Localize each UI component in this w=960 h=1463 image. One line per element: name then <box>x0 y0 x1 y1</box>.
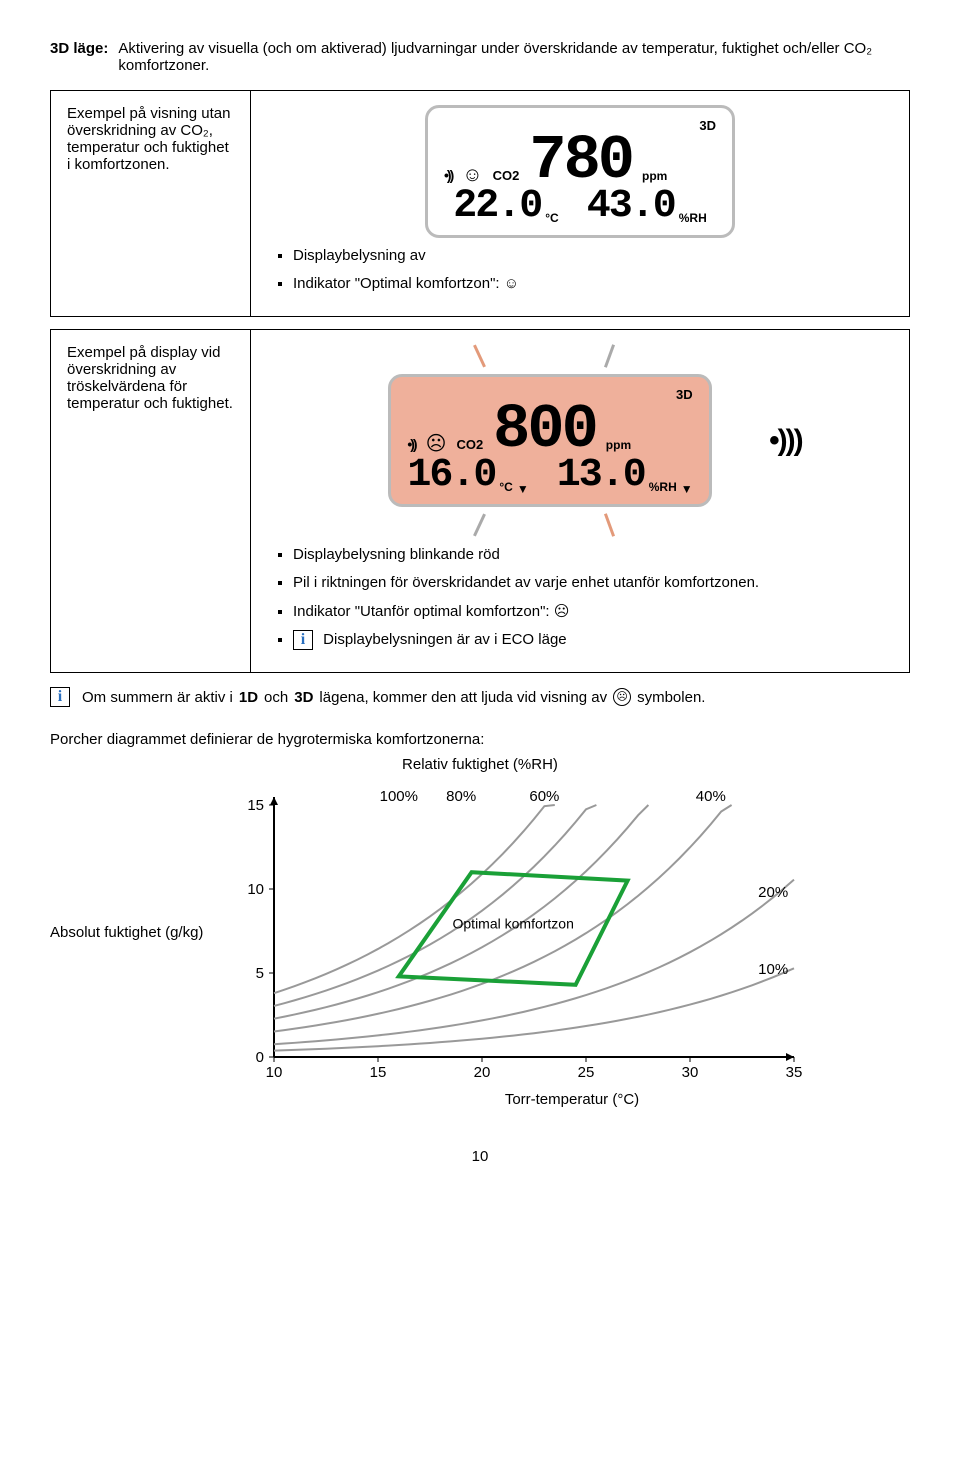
speaker-icon: •))) <box>769 424 801 458</box>
temp-unit: °C <box>499 480 512 494</box>
bullet: Pil i riktningen för överskridandet av v… <box>293 573 893 593</box>
lcd-alarm-wrap: •))) 3D •)) ☹ CO2 800 ppm 16.0 °C <box>358 344 801 537</box>
mode-label: 3D läge: <box>50 40 108 74</box>
svg-text:60%: 60% <box>529 788 559 805</box>
co2-value: 780 <box>529 133 632 189</box>
lcd-normal: 3D •)) ☺ CO2 780 ppm 22.0 °C 43.0 %RH <box>425 105 735 238</box>
example1-bullets: Displaybelysning av Indikator "Optimal k… <box>267 246 893 295</box>
temp-value: 16.0 <box>407 456 495 496</box>
ray-icon <box>473 514 486 537</box>
bullet: Displaybelysning blinkande röd <box>293 545 893 565</box>
svg-text:30: 30 <box>682 1064 699 1081</box>
rh-unit: %RH <box>679 211 707 225</box>
ray-icon <box>604 513 615 537</box>
note-bold: 1D <box>239 689 258 706</box>
section-heading: 3D läge: Aktivering av visuella (och om … <box>50 40 910 74</box>
note-bold: 3D <box>294 689 313 706</box>
temp-unit: °C <box>545 211 558 225</box>
mode-desc: Aktivering av visuella (och om aktiverad… <box>118 40 910 74</box>
svg-text:10%: 10% <box>758 961 788 978</box>
x-axis-title: Torr-temperatur (°C) <box>234 1091 910 1108</box>
svg-text:15: 15 <box>370 1064 387 1081</box>
bullet: Indikator "Optimal komfortzon": ☺ <box>293 274 893 294</box>
temp-value: 22.0 <box>453 187 541 227</box>
svg-text:20%: 20% <box>758 884 788 901</box>
bullet-text: Displaybelysningen är av i ECO läge <box>323 631 566 648</box>
svg-text:35: 35 <box>786 1064 803 1081</box>
info-icon: i <box>293 630 313 650</box>
svg-text:80%: 80% <box>446 788 476 805</box>
co2-unit: ppm <box>642 169 667 183</box>
sound-icon: •)) <box>407 436 415 452</box>
svg-text:20: 20 <box>474 1064 491 1081</box>
info-icon: i <box>50 687 70 707</box>
rh-value: 43.0 <box>587 187 675 227</box>
note-text: och <box>264 689 288 706</box>
example2-bullets: Displaybelysning blinkande röd Pil i rik… <box>267 545 893 650</box>
svg-text:25: 25 <box>578 1064 595 1081</box>
down-arrow-icon: ▼ <box>681 482 693 496</box>
example2-right: •))) 3D •)) ☹ CO2 800 ppm 16.0 °C <box>251 330 910 673</box>
svg-text:Optimal komfortzon: Optimal komfortzon <box>453 916 574 932</box>
svg-text:15: 15 <box>247 797 264 814</box>
svg-text:0: 0 <box>256 1049 264 1066</box>
bullet: Indikator "Utanför optimal komfortzon": … <box>293 602 893 622</box>
example2-desc: Exempel på display vid överskridning av … <box>51 330 251 673</box>
porcher-title: Porcher diagrammet definierar de hygrote… <box>50 731 910 748</box>
page-number: 10 <box>50 1148 910 1165</box>
co2-unit: ppm <box>606 438 631 452</box>
co2-value: 800 <box>493 402 596 458</box>
rh-unit: %RH <box>649 480 677 494</box>
example1-desc: Exempel på visning utan överskridning av… <box>51 91 251 317</box>
lcd-alarm: 3D •)) ☹ CO2 800 ppm 16.0 °C ▼ <box>388 374 711 507</box>
down-arrow-icon: ▼ <box>517 482 529 496</box>
example-table-1: Exempel på visning utan överskridning av… <box>50 90 910 317</box>
summer-note: i Om summern är aktiv i 1D och 3D lägena… <box>50 687 910 707</box>
svg-text:10: 10 <box>266 1064 283 1081</box>
note-text: Om summern är aktiv i <box>82 689 233 706</box>
svg-text:40%: 40% <box>696 788 726 805</box>
co2-label: CO2 <box>493 168 520 183</box>
porcher-chart: 10 15 20 25 30 35 0 5 10 15 100% 80% 60% 40% 20% 10% Opt… <box>234 777 814 1087</box>
rh-value: 13.0 <box>557 456 645 496</box>
y-axis-title: Absolut fuktighet (g/kg) <box>50 924 220 941</box>
example-table-2: Exempel på display vid överskridning av … <box>50 329 910 673</box>
note-text: symbolen. <box>637 689 705 706</box>
ray-icon <box>473 345 486 368</box>
ray-icon <box>604 345 615 369</box>
sad-face-icon: ☹ <box>613 688 631 706</box>
svg-text:10: 10 <box>247 881 264 898</box>
bullet: i Displaybelysningen är av i ECO läge <box>293 630 893 650</box>
sound-icon: •)) <box>444 167 452 183</box>
note-text: lägena, kommer den att ljuda vid visning… <box>319 689 607 706</box>
rh-axis-title: Relativ fuktighet (%RH) <box>50 756 910 773</box>
bullet: Displaybelysning av <box>293 246 893 266</box>
co2-label: CO2 <box>456 437 483 452</box>
svg-text:100%: 100% <box>380 788 418 805</box>
svg-text:5: 5 <box>256 965 264 982</box>
example1-right: 3D •)) ☺ CO2 780 ppm 22.0 °C 43.0 %RH <box>251 91 910 317</box>
